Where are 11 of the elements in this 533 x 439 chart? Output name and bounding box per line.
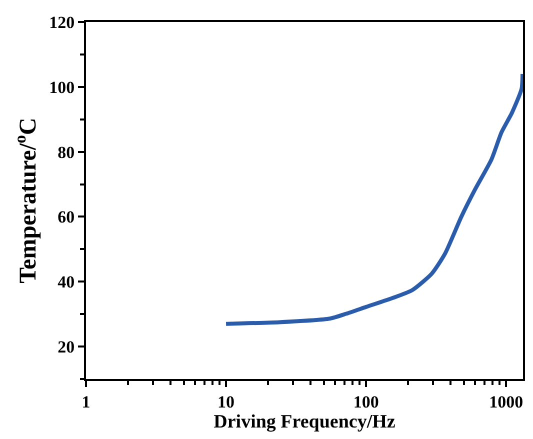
y-tick-label: 120 — [49, 12, 75, 32]
x-tick-label: 1 — [82, 392, 90, 412]
y-tick-label: 60 — [58, 208, 75, 227]
y-tick-label: 80 — [58, 142, 75, 162]
y-tick-label: 100 — [49, 78, 75, 97]
y-tick-label: 40 — [58, 272, 75, 292]
x-tick-label: 1000 — [489, 392, 524, 412]
x-tick-label: 10 — [218, 392, 235, 412]
x-tick-label: 100 — [353, 392, 379, 412]
x-axis-title: Driving Frequency/Hz — [214, 412, 396, 433]
y-tick-label: 20 — [58, 338, 75, 356]
